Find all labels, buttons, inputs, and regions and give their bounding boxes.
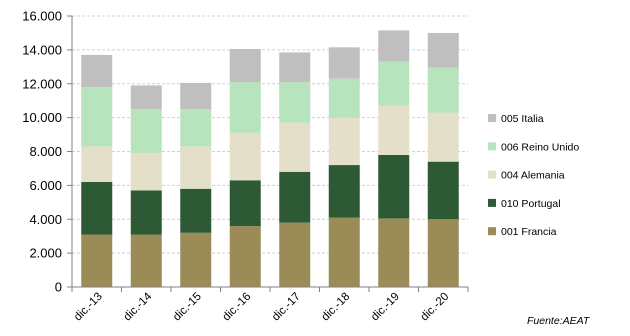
x-tick-label: dic.-20 [418,291,451,324]
bar-segment-dic.-14-005-italia [130,85,162,110]
y-tick-label: 2.000 [29,246,62,261]
y-tick-label: 12.000 [22,76,62,91]
bar-segment-dic.-15-005-italia [180,82,212,110]
bar-segment-dic.-13-006-reino-unido [81,87,113,147]
legend-swatch [488,114,496,122]
bar-segment-dic.-17-004-alemania [279,122,311,172]
source-note: Fuente:AEAT [527,315,590,327]
bar-segment-dic.-20-004-alemania [427,112,459,162]
x-tick-label: dic.-18 [319,291,352,324]
bar-segment-dic.-18-005-italia [328,47,360,79]
bar-segment-dic.-15-006-reino-unido [180,109,212,147]
legend-swatch [488,227,496,236]
bar-segment-dic.-18-010-portugal [328,165,360,218]
bar-segment-dic.-20-006-reino-unido [427,67,459,113]
x-tick-label: dic.-16 [220,291,253,324]
y-tick-label: 0 [55,280,62,295]
bar-segment-dic.-17-006-reino-unido [279,82,311,123]
y-tick-label: 14.000 [22,42,62,57]
bar-segment-dic.-14-004-alemania [130,153,162,191]
legend-label: 001 Francia [501,226,557,238]
legend-swatch [488,142,496,151]
bar-segment-dic.-20-005-italia [427,32,459,68]
x-axis: dic.-13 dic.-14 dic.-15 dic.-16 dic.-17 dic.-… [71,286,469,324]
bar-segment-dic.-16-010-portugal [229,180,261,227]
bar-segment-dic.-17-001-francia [279,222,311,287]
legend: 005 Italia 006 Reino Unido 004 Alemania 010… [488,113,579,238]
x-tick-label: dic.-14 [121,290,154,323]
x-tick-label: dic.-15 [171,291,204,324]
bar-segment-dic.-17-005-italia [279,52,311,83]
bar-segment-dic.-19-010-portugal [378,154,410,219]
bar-segment-dic.-16-001-francia [229,226,261,287]
x-tick-label: dic.-13 [72,291,105,324]
bar-segment-dic.-19-001-francia [378,218,410,287]
bar-segment-dic.-18-006-reino-unido [328,78,360,118]
y-tick-label: 10.000 [22,110,62,125]
legend-swatch [488,170,496,179]
bar-segment-dic.-19-005-italia [378,30,410,62]
legend-label: 005 Italia [501,113,544,125]
bar-segment-dic.-15-010-portugal [180,188,212,233]
legend-label: 004 Alemania [501,170,565,182]
y-tick-label: 8.000 [29,144,62,159]
bar-segment-dic.-14-001-francia [130,234,162,287]
bar-segment-dic.-13-004-alemania [81,146,113,182]
y-tick-label: 4.000 [29,212,62,227]
bar-segment-dic.-16-005-italia [229,49,261,83]
y-tick-label: 6.000 [29,178,62,193]
bar-segment-dic.-20-001-francia [427,219,459,287]
bar-segment-dic.-19-006-reino-unido [378,61,410,106]
y-axis: 0 2.000 4.000 6.000 8.000 10.000 12.000 14.000 1… [22,9,73,295]
legend-label: 006 Reino Unido [501,141,579,153]
bar-segment-dic.-17-010-portugal [279,171,311,223]
bar-segment-dic.-13-010-portugal [81,181,113,235]
bar-segment-dic.-13-001-francia [81,234,113,287]
bar-segment-dic.-14-010-portugal [130,190,162,235]
legend-label: 010 Portugal [501,198,561,210]
y-tick-label: 16.000 [22,9,62,24]
x-tick-label: dic.-19 [369,291,402,324]
bar-segment-dic.-16-004-alemania [229,132,261,181]
bar-segment-dic.-13-005-italia [81,54,113,88]
bar-segment-dic.-19-004-alemania [378,105,410,155]
bars [81,30,459,287]
bar-segment-dic.-14-006-reino-unido [130,109,162,154]
bar-segment-dic.-16-006-reino-unido [229,82,261,133]
x-tick-label: dic.-17 [270,291,303,324]
legend-swatch [488,198,496,207]
bar-segment-dic.-15-001-francia [180,232,212,287]
bar-segment-dic.-18-001-francia [328,217,360,287]
bar-segment-dic.-18-004-alemania [328,117,360,166]
bar-segment-dic.-20-010-portugal [427,161,459,220]
bar-segment-dic.-15-004-alemania [180,146,212,189]
